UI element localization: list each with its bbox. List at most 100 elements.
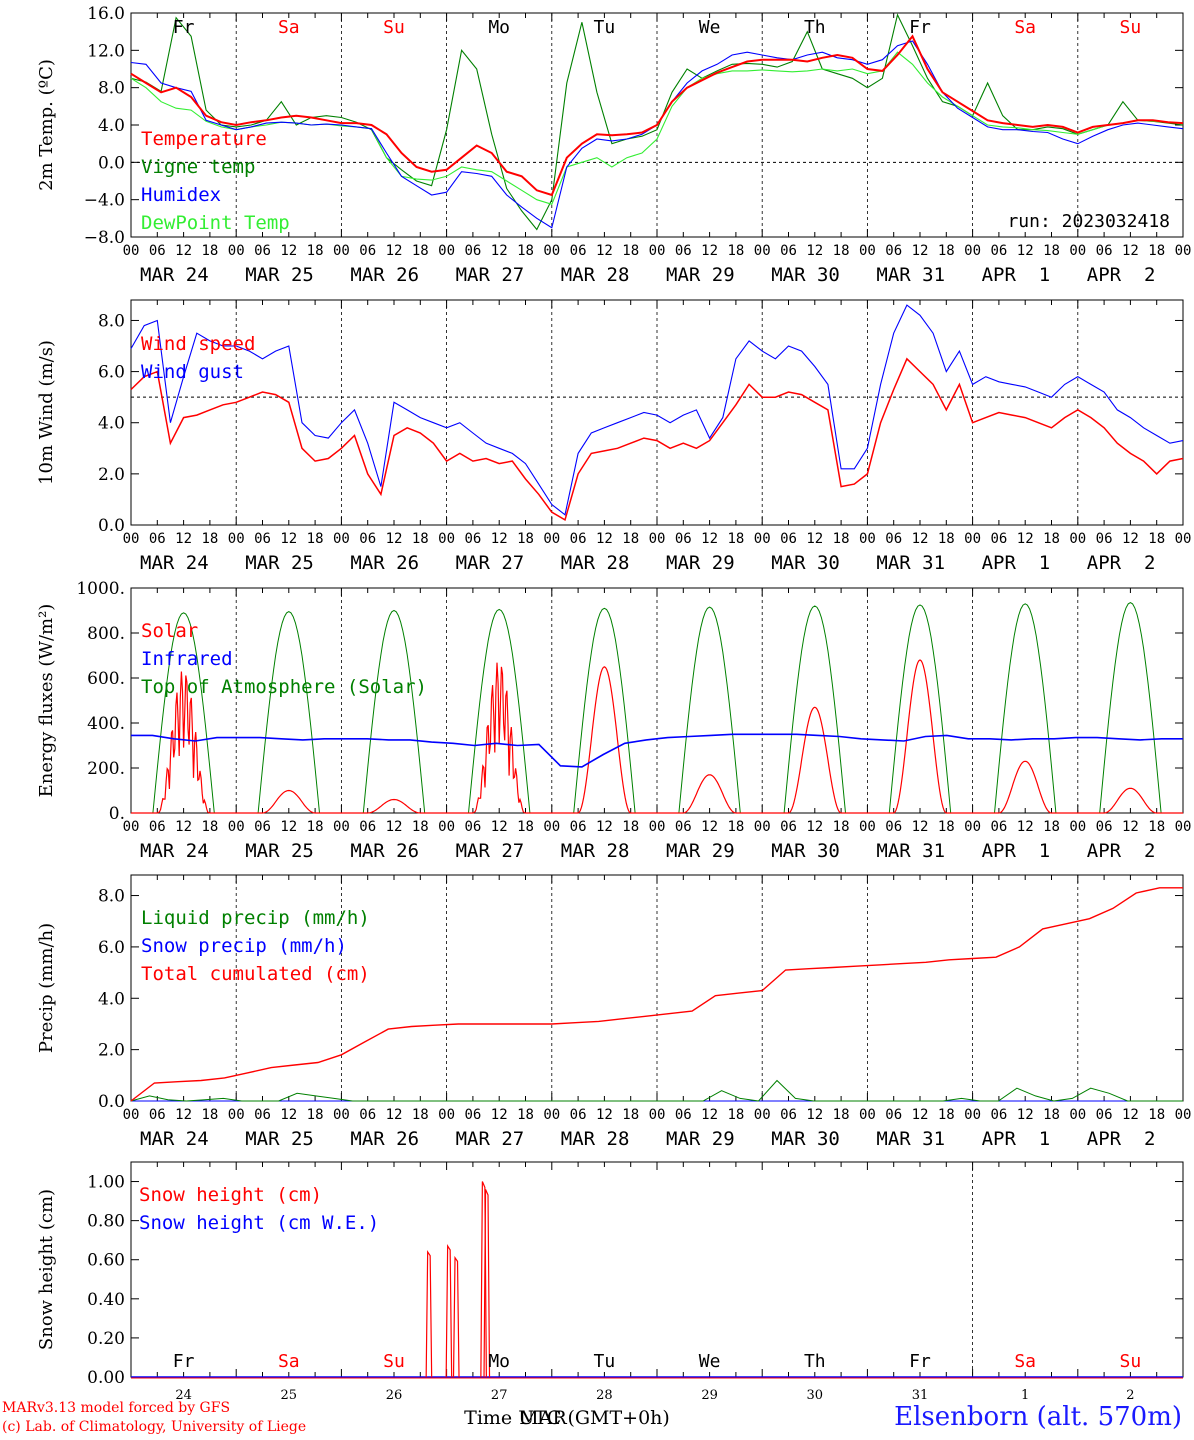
x-hour-label: 18 xyxy=(307,819,324,835)
x-date-label: APR 2 xyxy=(1087,840,1156,862)
x-hour-label: 00 xyxy=(1175,243,1192,259)
x-hour-label: 06 xyxy=(570,819,587,835)
y-tick-label: 0.0 xyxy=(98,153,125,173)
x-date-label: APR 1 xyxy=(982,840,1051,862)
legend-entry: Temperature xyxy=(141,128,267,150)
x-hour-label: 06 xyxy=(1096,531,1113,547)
y-axis-label: Energy fluxes (W/m²) xyxy=(36,604,57,798)
y-tick-label: 1.00 xyxy=(87,1173,125,1193)
x-date-label: MAR 24 xyxy=(140,552,209,574)
x-hour-label: 00 xyxy=(859,243,876,259)
x-hour-label: 06 xyxy=(1096,1107,1113,1123)
x-hour-label: 00 xyxy=(754,1107,771,1123)
x-date-label: APR 2 xyxy=(1087,264,1156,286)
x-hour-label: 18 xyxy=(412,531,429,547)
x-date-label: MAR 31 xyxy=(876,552,945,574)
x-hour-label: 06 xyxy=(990,819,1007,835)
snow-height-spike xyxy=(483,1189,491,1378)
x-hour-label: 12 xyxy=(1122,819,1139,835)
y-tick-label: 0.20 xyxy=(87,1329,125,1349)
x-date-label: MAR 25 xyxy=(245,264,314,286)
x-date-label: MAR 29 xyxy=(666,552,735,574)
x-hour-label: 06 xyxy=(359,531,376,547)
x-hour-label: 12 xyxy=(280,531,297,547)
x-date-label: APR 1 xyxy=(982,1128,1051,1150)
y-tick-label: 4.0 xyxy=(98,989,125,1009)
plot-frame xyxy=(130,587,1184,814)
x-hour-label: 06 xyxy=(990,531,1007,547)
x-hour-label: 06 xyxy=(359,243,376,259)
y-tick-label: 0.00 xyxy=(87,1368,125,1388)
x-date-label: MAR 24 xyxy=(140,1128,209,1150)
x-hour-label: 12 xyxy=(175,243,192,259)
x-hour-label: 12 xyxy=(912,531,929,547)
snow-height-spike xyxy=(445,1244,453,1378)
x-hour-label: 06 xyxy=(780,531,797,547)
y-tick-label: 0.40 xyxy=(87,1290,125,1310)
x-hour-label: 06 xyxy=(780,243,797,259)
x-hour-label: 12 xyxy=(1017,819,1034,835)
x-hour-label: 00 xyxy=(649,1107,666,1123)
x-date-label: MAR 26 xyxy=(350,264,419,286)
day-number-label: 27 xyxy=(491,1388,508,1403)
y-tick-label: −4.0 xyxy=(84,191,125,211)
x-date-label: MAR 31 xyxy=(876,264,945,286)
x-date-label: MAR 27 xyxy=(456,264,525,286)
panel-5: 1.00 0.80 0.60 0.40 0.20 0.00 Snow height (cm)… xyxy=(36,1161,1184,1429)
x-hour-label: 12 xyxy=(596,1107,613,1123)
x-hour-label: 18 xyxy=(938,531,955,547)
x-hour-label: 18 xyxy=(727,819,744,835)
series-line-solar xyxy=(131,659,1183,814)
day-name-label: Th xyxy=(804,17,826,38)
day-name-label: Sa xyxy=(278,17,300,38)
x-hour-label: 12 xyxy=(806,243,823,259)
snow-height-spike xyxy=(452,1255,460,1378)
x-date-label: MAR 29 xyxy=(666,1128,735,1150)
x-hour-label: 00 xyxy=(438,243,455,259)
x-hour-label: 00 xyxy=(1175,531,1192,547)
x-hour-label: 18 xyxy=(938,819,955,835)
series-line-temperature xyxy=(130,34,1184,197)
x-hour-label: 00 xyxy=(543,1107,560,1123)
y-tick-label: 16.0 xyxy=(87,4,125,24)
legend-entry: Wind speed xyxy=(141,333,255,355)
y-tick-label: 4.0 xyxy=(98,116,125,136)
x-date-label: MAR 28 xyxy=(561,264,630,286)
x-hour-label: 00 xyxy=(649,819,666,835)
legend-entry: Liquid precip (mm/h) xyxy=(141,907,370,929)
x-hour-label: 18 xyxy=(412,243,429,259)
day-name-label: We xyxy=(699,17,721,38)
legend-entry: Top of Atmosphere (Solar) xyxy=(141,676,427,698)
day-number-label: 30 xyxy=(807,1388,824,1403)
x-hour-label: 06 xyxy=(990,1107,1007,1123)
x-hour-label: 18 xyxy=(938,243,955,259)
y-tick-label: 800. xyxy=(87,624,125,644)
x-hour-label: 00 xyxy=(754,531,771,547)
x-hour-label: 00 xyxy=(859,819,876,835)
x-hour-label: 06 xyxy=(149,819,166,835)
x-hour-label: 06 xyxy=(675,819,692,835)
x-hour-label: 12 xyxy=(596,819,613,835)
x-hour-label: 18 xyxy=(307,531,324,547)
legend-entry: Snow precip (mm/h) xyxy=(141,935,347,957)
y-tick-label: 6.0 xyxy=(98,938,125,958)
x-hour-label: 18 xyxy=(517,243,534,259)
y-axis-label: 2m Temp. (ºC) xyxy=(36,59,57,191)
x-hour-label: 12 xyxy=(386,243,403,259)
x-hour-label: 00 xyxy=(964,243,981,259)
legend-entry: Snow height (cm W.E.) xyxy=(139,1212,379,1234)
x-date-label: MAR 27 xyxy=(456,840,525,862)
x-hour-label: 12 xyxy=(596,243,613,259)
x-hour-label: 18 xyxy=(201,1107,218,1123)
x-date-label: MAR 27 xyxy=(456,1128,525,1150)
x-date-label: MAR 25 xyxy=(245,840,314,862)
y-tick-label: 400. xyxy=(87,714,125,734)
x-hour-label: 00 xyxy=(649,243,666,259)
day-name-label: Sa xyxy=(1014,17,1036,38)
x-hour-label: 12 xyxy=(175,1107,192,1123)
x-hour-label: 00 xyxy=(543,243,560,259)
x-hour-label: 12 xyxy=(491,1107,508,1123)
x-hour-label: 06 xyxy=(780,819,797,835)
x-axis-label: Time UTC (GMT+0h) xyxy=(464,1407,670,1429)
